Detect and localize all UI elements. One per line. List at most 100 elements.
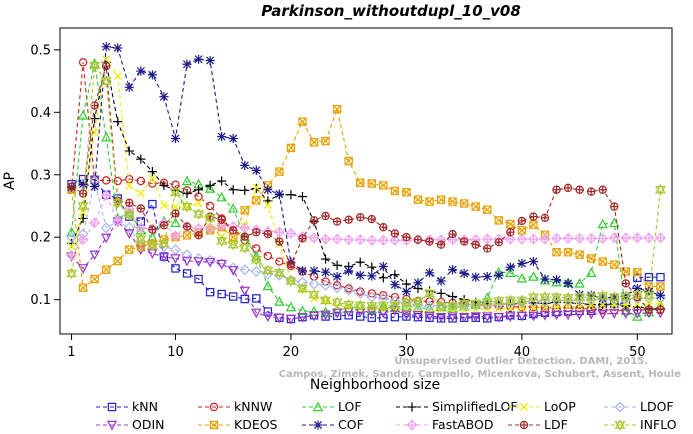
data-point-cof <box>309 266 319 276</box>
data-point-inflo <box>528 291 539 303</box>
data-point-ldof <box>354 287 366 299</box>
data-point-inflo <box>158 239 170 250</box>
data-point-ldof <box>412 299 424 311</box>
data-point-fastabod <box>66 249 77 261</box>
data-point-ldf <box>182 222 192 231</box>
data-point-odin <box>493 312 504 323</box>
data-point-inflo <box>146 239 158 250</box>
data-point-cof <box>424 268 435 278</box>
data-point-odin <box>412 311 424 321</box>
data-point-odin <box>493 312 504 323</box>
data-point-ldof <box>655 292 666 304</box>
data-point-loop <box>79 208 88 217</box>
data-point-kdeos-stroke <box>506 220 515 229</box>
data-point-inflo <box>100 77 112 87</box>
data-point-ldf <box>159 221 169 230</box>
data-point-knnw <box>332 281 342 290</box>
data-point-cof <box>367 271 377 281</box>
data-point-ldof <box>100 222 112 234</box>
data-point-lof <box>77 109 89 120</box>
data-point-kdeos <box>633 267 642 277</box>
data-point-inflo <box>297 284 308 295</box>
data-point-kdeos-stroke <box>460 199 469 208</box>
data-point-inflo <box>585 291 597 303</box>
data-point-knn <box>356 312 365 321</box>
data-point-fastabod <box>574 233 586 244</box>
data-point-kdeos <box>78 283 88 292</box>
data-point-simplifiedlof <box>378 273 388 283</box>
data-point-cof <box>528 256 539 267</box>
data-point-inflo <box>539 291 551 303</box>
data-point-loop-stroke <box>656 299 665 308</box>
data-point-loop-stroke <box>529 303 538 312</box>
data-point-lof <box>620 305 632 316</box>
data-point-inflo <box>608 291 620 301</box>
data-point-cof <box>159 92 169 102</box>
data-point-lof <box>181 175 193 186</box>
data-point-knn <box>644 272 654 282</box>
data-point-kdeos <box>275 167 284 176</box>
data-point-odin <box>297 312 308 323</box>
data-point-kdeos <box>575 250 584 259</box>
data-point-inflo <box>435 300 447 310</box>
data-point-loop-stroke <box>402 306 411 315</box>
data-point-kdeos <box>367 179 376 188</box>
data-point-inflo <box>655 183 666 194</box>
data-point-odin <box>124 229 135 239</box>
data-point-simplifiedlof <box>136 154 146 164</box>
data-point-lof <box>228 203 239 213</box>
data-point-loop-stroke <box>194 198 203 207</box>
data-point-ldf <box>563 183 573 193</box>
data-point-cof <box>459 268 469 279</box>
data-point-inflo <box>493 297 505 307</box>
data-point-kdeos <box>517 226 527 235</box>
data-point-cof <box>471 272 481 282</box>
data-point-inflo <box>620 292 632 303</box>
data-point-loop-stroke <box>564 302 573 311</box>
data-point-kdeos <box>252 196 261 205</box>
data-point-lof <box>516 272 528 283</box>
data-point-cof <box>90 182 100 192</box>
data-point-inflo <box>620 290 632 303</box>
data-point-inflo <box>181 200 193 211</box>
data-point-knn <box>425 313 434 322</box>
legend-marker-lof <box>312 401 324 412</box>
data-point-ldf <box>90 101 99 110</box>
data-point-loop <box>621 300 630 309</box>
legend-marker-kdeos <box>209 420 219 430</box>
data-point-lof <box>100 131 112 142</box>
data-point-ldf <box>436 240 446 249</box>
data-point-cof <box>320 267 331 277</box>
data-point-cof <box>505 262 515 272</box>
data-point-inflo <box>181 200 193 213</box>
data-point-odin <box>274 313 285 324</box>
data-point-ldof <box>239 264 251 276</box>
data-point-knn <box>483 314 492 323</box>
data-point-inflo <box>424 287 435 298</box>
data-point-knn <box>194 274 203 284</box>
series-cof <box>66 42 666 304</box>
data-point-kdeos <box>309 138 319 147</box>
data-point-odin <box>193 257 204 268</box>
data-point-simplifiedlof <box>332 260 342 270</box>
data-point-fastabod <box>354 234 366 246</box>
data-point-inflo <box>273 269 285 279</box>
data-point-kdeos <box>563 247 573 257</box>
data-point-ldof <box>239 264 251 276</box>
data-point-kdeos-stroke <box>587 254 596 263</box>
data-point-kdeos-stroke <box>437 195 446 204</box>
data-point-inflo <box>146 239 158 252</box>
data-point-knn <box>483 314 492 323</box>
data-point-lof <box>274 296 285 306</box>
data-point-cof <box>78 179 88 189</box>
data-point-cof <box>147 70 157 80</box>
data-point-loop-stroke <box>102 55 111 64</box>
data-point-knnw <box>275 257 284 266</box>
data-point-kdeos-stroke <box>390 186 399 196</box>
data-point-simplifiedlof <box>113 117 123 127</box>
data-point-inflo <box>285 277 297 287</box>
data-point-inflo <box>366 300 378 310</box>
data-point-knnw <box>332 281 342 290</box>
credit-line-2: Campos, Zimek, Sander, Campello, Micenko… <box>279 369 681 380</box>
data-point-kdeos <box>90 274 99 284</box>
